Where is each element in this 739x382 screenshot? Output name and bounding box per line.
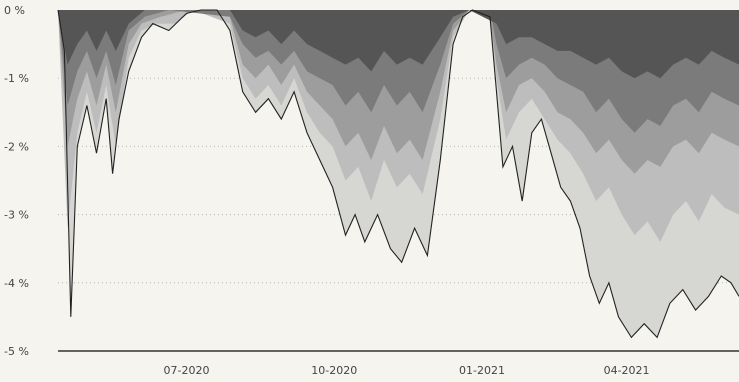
series-area xyxy=(58,10,739,79)
y-tick-label: -2 % xyxy=(4,140,29,153)
series-outline xyxy=(57,9,739,339)
y-axis: 0 % -1 % -2 % -3 % -4 % -5 % xyxy=(4,4,29,358)
x-tick-label: 04-2021 xyxy=(604,364,650,377)
y-tick-label: 0 % xyxy=(4,4,25,17)
y-tick-label: -5 % xyxy=(4,345,29,358)
x-axis: 07-2020 10-2020 01-2021 04-2021 xyxy=(164,364,650,377)
y-tick-label: -1 % xyxy=(4,72,29,85)
series-areas xyxy=(58,10,739,338)
x-tick-label: 01-2021 xyxy=(459,364,505,377)
x-tick-label: 10-2020 xyxy=(311,364,357,377)
y-tick-label: -3 % xyxy=(4,209,29,222)
series-line xyxy=(57,9,739,339)
y-tick-label: -4 % xyxy=(4,277,29,290)
x-tick-label: 07-2020 xyxy=(164,364,210,377)
